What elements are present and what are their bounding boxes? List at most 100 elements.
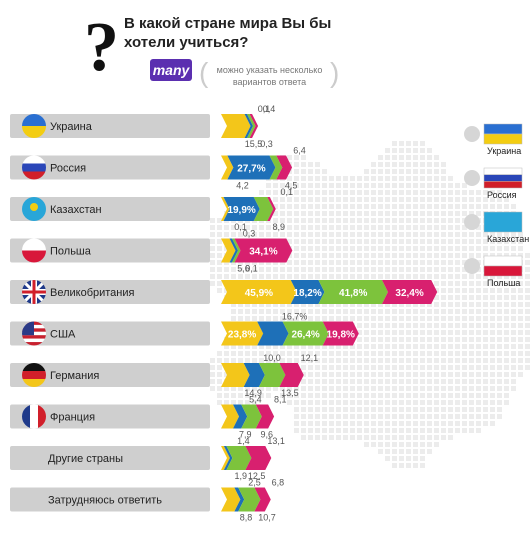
category-label: Великобритания — [50, 287, 135, 299]
category-label: США — [50, 329, 76, 341]
legend-emblem-icon — [464, 258, 480, 274]
legend-label: Украина — [487, 146, 521, 156]
data-label: 5,4 — [249, 395, 262, 405]
data-label: 0,1 — [234, 222, 247, 232]
legend-label: Польша — [487, 278, 520, 288]
data-label: 19,8% — [327, 330, 355, 341]
bar-segment — [249, 114, 259, 138]
data-label: 10,7 — [258, 513, 276, 523]
data-label: 6,4 — [293, 146, 306, 156]
bar-segment — [221, 404, 240, 429]
legend-label: Казахстан — [487, 234, 529, 244]
row-background — [10, 446, 210, 470]
bar-segment — [221, 363, 250, 387]
legend-emblem-icon — [464, 214, 480, 230]
data-label: 15,5 — [245, 139, 263, 149]
bar-segment — [238, 487, 261, 512]
data-label: 0,1 — [245, 264, 258, 274]
data-label: 4,2 — [236, 181, 249, 191]
data-label: 1,4 — [237, 436, 250, 446]
bar-segment — [254, 487, 271, 512]
data-label: 0,4 — [263, 104, 276, 114]
data-label: 8,9 — [273, 222, 286, 232]
bar-segment — [318, 280, 388, 304]
flag-germany-icon — [22, 363, 46, 387]
bar-segment — [221, 238, 236, 263]
data-label: 45,9% — [245, 288, 273, 299]
legend-flag-icon — [483, 211, 523, 233]
data-label: 14,9 — [244, 388, 262, 398]
data-label: 7,9 — [239, 430, 252, 440]
flag-france-icon — [22, 404, 46, 429]
data-label: 10,0 — [263, 353, 281, 363]
category-label: Польша — [50, 246, 92, 258]
row-background — [10, 280, 210, 304]
data-label: 2,5 — [248, 478, 261, 488]
legend-flag-icon — [483, 167, 523, 189]
row-background — [10, 321, 210, 346]
bar-segment — [241, 404, 262, 429]
bar-segment — [269, 155, 283, 180]
data-label: 34,1% — [249, 247, 277, 258]
data-label: 0,1 — [281, 187, 294, 197]
bar-segment — [257, 321, 289, 346]
data-label: 9,6 — [261, 430, 274, 440]
bar-segment — [229, 238, 239, 263]
bar-segment — [282, 321, 329, 346]
category-label: Франция — [50, 412, 95, 424]
legend-flag-icon — [483, 123, 523, 145]
question-mark-icon: ? — [84, 9, 119, 86]
bar-segment — [247, 114, 256, 138]
data-label: 13,5 — [281, 388, 299, 398]
bar-segment — [245, 446, 272, 470]
data-label: 41,8% — [339, 288, 367, 299]
paren-left-icon: ( — [199, 57, 209, 88]
flag-kazakhstan-icon — [22, 197, 46, 221]
bar-segment — [381, 280, 438, 304]
many-badge: many — [150, 59, 192, 81]
bar-segment — [322, 321, 359, 346]
bar-segment — [227, 155, 276, 180]
bar-segment — [255, 404, 275, 429]
data-label: 6,8 — [272, 478, 285, 488]
category-label: Казахстан — [50, 204, 102, 216]
bar-segment — [226, 446, 252, 470]
flag-russia-icon — [22, 155, 46, 180]
bar-segment — [232, 238, 241, 263]
row-background — [10, 487, 210, 512]
data-label: 13,1 — [267, 436, 285, 446]
category-label: Затрудняюсь ответить — [48, 495, 162, 507]
legend-flag-icon — [483, 255, 523, 277]
data-label: 16,7% — [282, 312, 308, 322]
row-background — [10, 238, 210, 263]
row-background — [10, 363, 210, 387]
row-background — [10, 404, 210, 429]
data-label: 32,4% — [395, 288, 423, 299]
bar-segment — [223, 197, 260, 221]
bar-segment — [221, 487, 241, 512]
bar-segment — [279, 363, 304, 387]
bar-segment — [290, 280, 325, 304]
data-label: 18,2% — [293, 288, 321, 299]
bar-segment — [253, 197, 274, 221]
bar-segment — [221, 446, 230, 470]
bar-segment — [244, 114, 254, 138]
row-background — [10, 155, 210, 180]
chart-title: В какой стране мира Вы бы хотели учиться… — [124, 15, 332, 51]
bar-segment — [267, 197, 276, 221]
data-label: 8,8 — [240, 513, 253, 523]
data-label: 26,4% — [291, 330, 319, 341]
paren-right-icon: ) — [330, 57, 340, 88]
data-label: 12,5 — [248, 471, 266, 481]
data-label: 4,5 — [285, 181, 298, 191]
flag-uk-icon — [22, 280, 46, 304]
bar-segment — [221, 155, 234, 180]
bar-segment — [221, 197, 230, 221]
data-label: 19,9% — [227, 205, 255, 216]
data-label: 12,1 — [301, 353, 319, 363]
bar-segment — [234, 487, 245, 512]
bar-segment — [221, 280, 297, 304]
flag-ukraine-icon — [22, 114, 46, 138]
data-label: 0,3 — [243, 229, 256, 239]
